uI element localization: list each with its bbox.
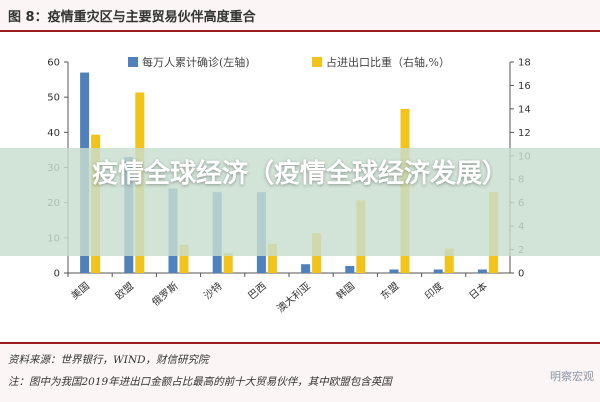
category-label: 巴西 xyxy=(246,280,269,302)
figure-footer: 资料来源：世界银行，WIND，财信研究院 注：图中为我国2019年进出口金额占比… xyxy=(0,342,600,402)
category-label: 日本 xyxy=(466,279,490,302)
bar-share xyxy=(444,248,454,273)
category-label: 沙特 xyxy=(202,280,225,302)
bar-share xyxy=(267,243,277,273)
legend-cases: 每万人累计确诊(左轴) xyxy=(128,54,250,70)
figure-header: 图 8：疫情重灾区与主要贸易伙伴高度重合 xyxy=(0,0,600,32)
right-tick-label: 14 xyxy=(518,104,531,115)
bar-cases xyxy=(345,265,355,273)
legend-label-share: 占进出口比重（右轴,%） xyxy=(326,56,450,69)
figure-note: 注：图中为我国2019年进出口金额占比最高的前十大贸易伙伴，其中欧盟包含英国 xyxy=(8,376,392,388)
right-tick-label: 18 xyxy=(518,58,531,69)
legend-label-cases: 每万人累计确诊(左轴) xyxy=(142,56,250,69)
bar-share xyxy=(223,253,233,273)
right-tick-label: 16 xyxy=(518,81,531,92)
banner-overlay: 疫情全球经济（疫情全球经济发展） xyxy=(0,148,600,256)
figure-source: 资料来源：世界银行，WIND，财信研究院 xyxy=(8,354,209,366)
left-tick-label: 60 xyxy=(47,58,60,69)
category-label: 韩国 xyxy=(334,279,358,302)
banner-text: 疫情全球经济（疫情全球经济发展） xyxy=(91,159,508,189)
category-label: 印度 xyxy=(422,279,446,302)
bar-cases xyxy=(477,269,487,273)
left-tick-label: 50 xyxy=(47,93,60,104)
category-label: 东盟 xyxy=(378,279,402,302)
legend-share: 占进出口比重（右轴,%） xyxy=(312,54,450,70)
bar-cases xyxy=(301,264,311,273)
legend-swatch-cases xyxy=(128,57,138,67)
left-tick-label: 40 xyxy=(47,128,60,139)
watermark-text: 明察宏观 xyxy=(550,370,594,383)
category-label: 欧盟 xyxy=(113,280,136,302)
bar-cases xyxy=(433,269,443,273)
right-tick-label: 0 xyxy=(518,269,524,280)
bar-share xyxy=(179,244,189,273)
category-label: 澳大利亚 xyxy=(274,279,313,315)
left-tick-label: 0 xyxy=(54,269,60,280)
category-label: 俄罗斯 xyxy=(149,279,180,308)
legend-swatch-share xyxy=(312,57,322,67)
category-label: 美国 xyxy=(68,279,92,302)
figure-title: 图 8：疫情重灾区与主要贸易伙伴高度重合 xyxy=(8,10,256,25)
bar-cases xyxy=(389,269,399,273)
right-tick-label: 12 xyxy=(518,128,531,139)
